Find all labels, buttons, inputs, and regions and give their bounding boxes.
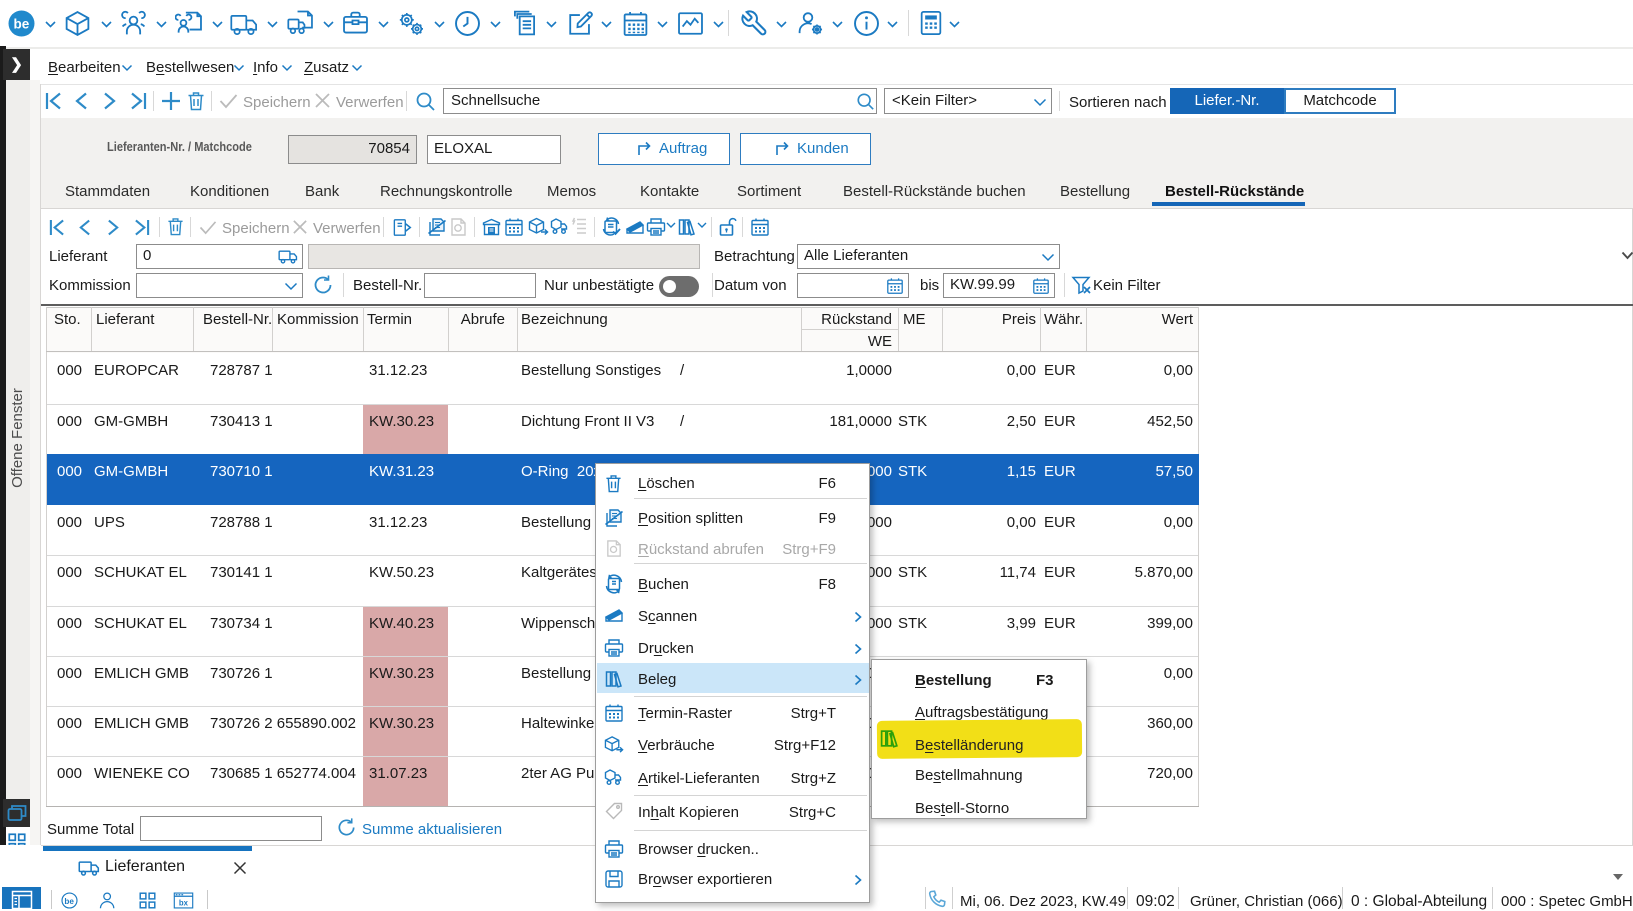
svg-text:be: be bbox=[14, 17, 30, 32]
svg-text:bx: bx bbox=[179, 898, 189, 907]
svg-text:be: be bbox=[64, 897, 74, 906]
